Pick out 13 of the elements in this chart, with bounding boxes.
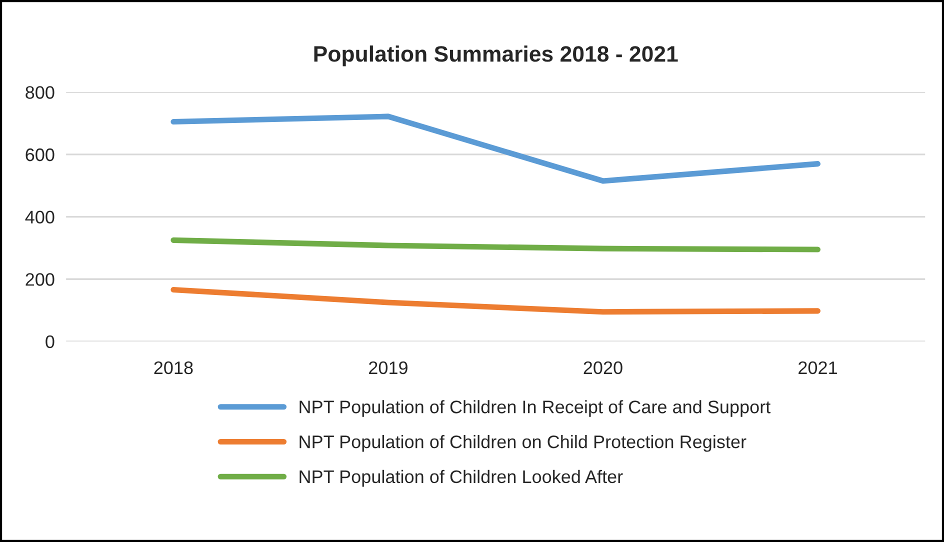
x-tick-label: 2021: [798, 361, 837, 374]
x-tick-label: 2020: [584, 361, 622, 374]
legend-label: NPT Population of Children In Receipt of Care and Support: [300, 400, 771, 417]
x-tick-label: 2019: [369, 361, 408, 374]
x-tick-label: 2018: [154, 361, 193, 374]
y-tick-label: 0: [46, 335, 54, 348]
legend-label: NPT Population of Children on Child Protection Register: [300, 434, 746, 452]
y-tick-label: 200: [26, 273, 54, 286]
y-tick-label: 600: [26, 148, 54, 162]
legend-label: NPT Population of Children Looked After: [300, 470, 623, 487]
chart-title: Population Summaries 2018 - 2021: [314, 45, 678, 66]
y-tick-label: 400: [25, 210, 54, 224]
y-tick-label: 800: [26, 86, 54, 99]
